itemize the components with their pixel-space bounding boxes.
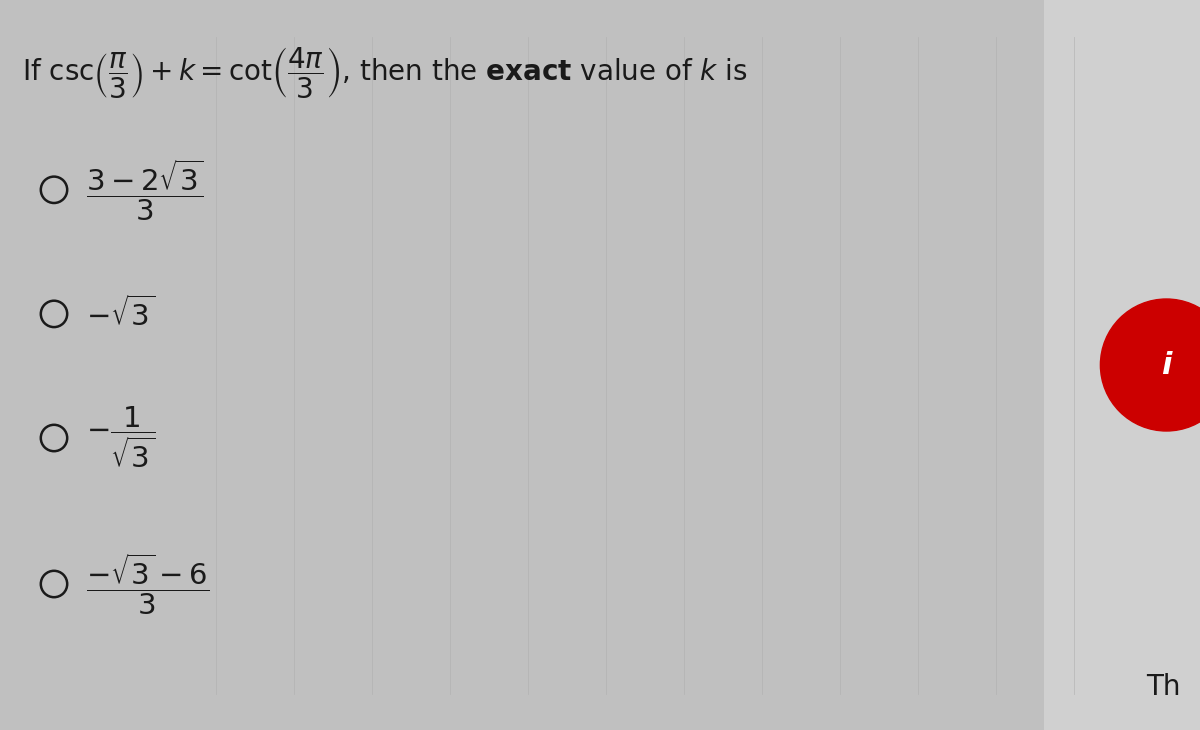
Text: $-\dfrac{1}{\sqrt{3}}$: $-\dfrac{1}{\sqrt{3}}$ xyxy=(86,405,156,471)
Text: i: i xyxy=(1162,350,1171,380)
Text: $\dfrac{-\sqrt{3} - 6}{3}$: $\dfrac{-\sqrt{3} - 6}{3}$ xyxy=(86,551,210,617)
Bar xyxy=(1044,0,1200,730)
Text: $\dfrac{3 - 2\sqrt{3}}{3}$: $\dfrac{3 - 2\sqrt{3}}{3}$ xyxy=(86,157,204,223)
Text: Th: Th xyxy=(1146,673,1181,701)
Text: If $\mathrm{csc}\left(\dfrac{\pi}{3}\right) + k = \mathrm{cot}\left(\dfrac{4\pi}: If $\mathrm{csc}\left(\dfrac{\pi}{3}\rig… xyxy=(22,45,748,101)
Text: $-\sqrt{3}$: $-\sqrt{3}$ xyxy=(86,296,156,332)
Ellipse shape xyxy=(1100,299,1200,431)
